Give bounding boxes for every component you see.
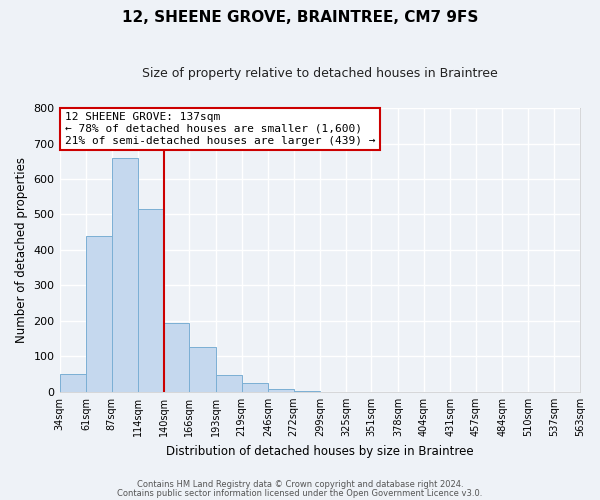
Text: Contains public sector information licensed under the Open Government Licence v3: Contains public sector information licen… xyxy=(118,488,482,498)
Bar xyxy=(86,236,112,392)
Bar xyxy=(138,209,164,392)
Bar xyxy=(242,383,268,392)
Text: Contains HM Land Registry data © Crown copyright and database right 2024.: Contains HM Land Registry data © Crown c… xyxy=(137,480,463,489)
Bar xyxy=(216,375,242,392)
Bar xyxy=(190,347,216,392)
Bar xyxy=(293,391,320,392)
Text: 12, SHEENE GROVE, BRAINTREE, CM7 9FS: 12, SHEENE GROVE, BRAINTREE, CM7 9FS xyxy=(122,10,478,25)
Y-axis label: Number of detached properties: Number of detached properties xyxy=(15,157,28,343)
Bar xyxy=(59,374,86,392)
Bar xyxy=(164,324,190,392)
Bar xyxy=(112,158,138,392)
Title: Size of property relative to detached houses in Braintree: Size of property relative to detached ho… xyxy=(142,68,497,80)
Bar xyxy=(268,390,293,392)
Text: 12 SHEENE GROVE: 137sqm
← 78% of detached houses are smaller (1,600)
21% of semi: 12 SHEENE GROVE: 137sqm ← 78% of detache… xyxy=(65,112,375,146)
X-axis label: Distribution of detached houses by size in Braintree: Distribution of detached houses by size … xyxy=(166,444,473,458)
